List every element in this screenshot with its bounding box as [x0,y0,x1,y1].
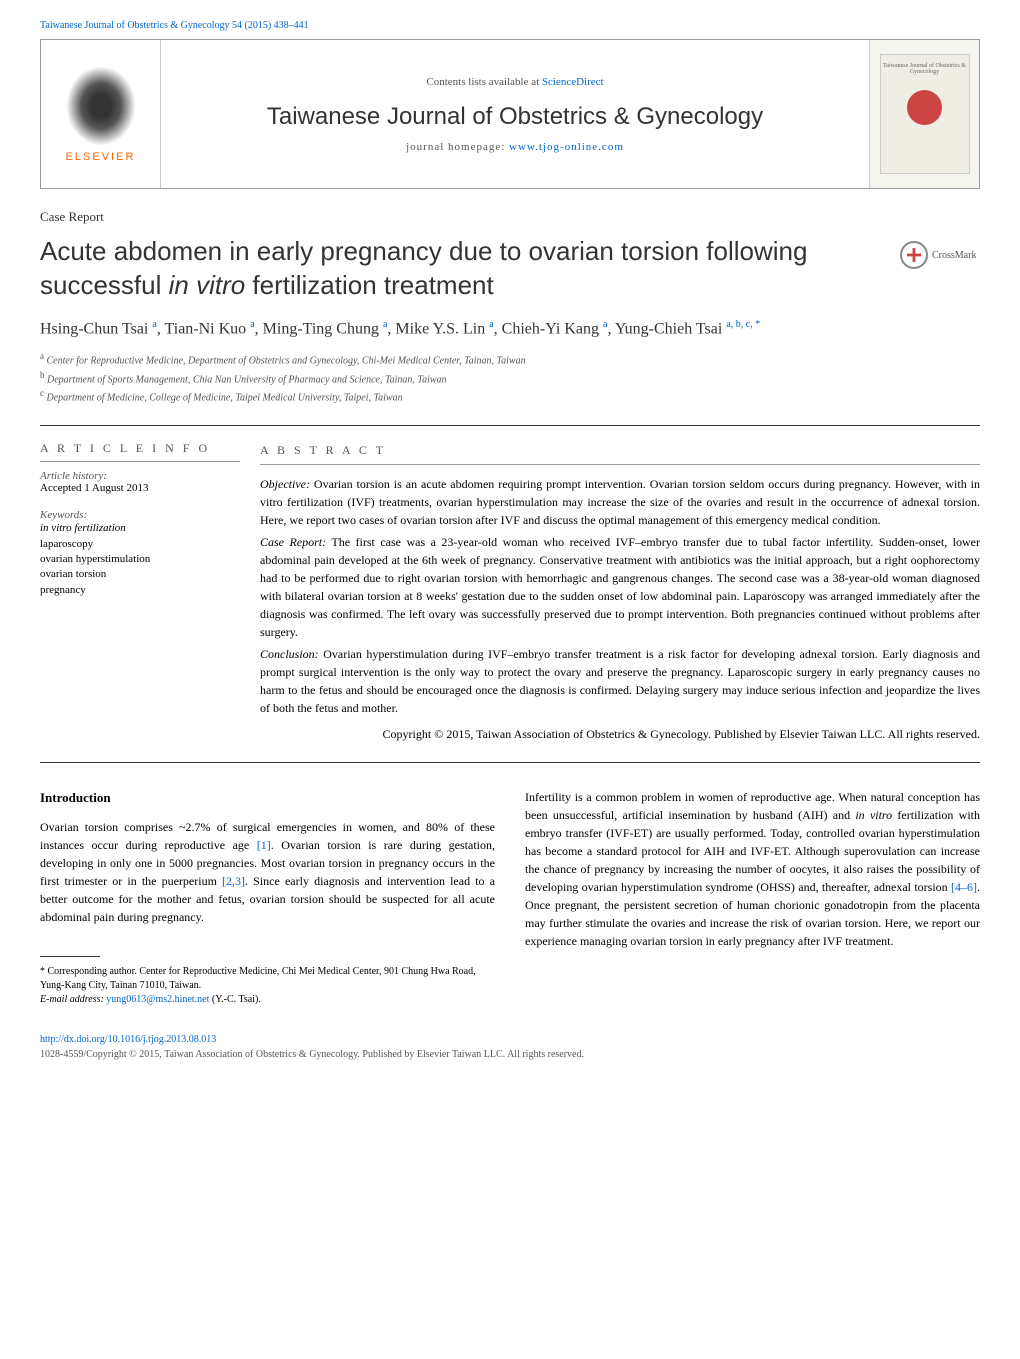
affiliation-c: c Department of Medicine, College of Med… [40,387,980,405]
title-line1: Acute abdomen in early pregnancy due to … [40,236,807,266]
history-value: Accepted 1 August 2013 [40,482,240,494]
corresponding-author-footnote: * Corresponding author. Center for Repro… [40,965,495,1007]
sciencedirect-link[interactable]: ScienceDirect [542,76,604,88]
column-left: Introduction Ovarian torsion comprises ~… [40,788,495,1007]
email-link[interactable]: yung0613@ms2.hinet.net [106,994,209,1005]
abstract-objective: Objective: Ovarian torsion is an acute a… [260,475,980,529]
journal-name: Taiwanese Journal of Obstetrics & Gyneco… [267,103,763,131]
case-lead: Case Report: [260,535,326,549]
article-history: Article history: Accepted 1 August 2013 [40,470,240,494]
affiliation-a: a Center for Reproductive Medicine, Depa… [40,350,980,368]
crossmark-label: CrossMark [932,250,976,261]
body-paragraph: Infertility is a common problem in women… [525,788,980,950]
cover-title-text: Taiwanese Journal of Obstetrics & Gyneco… [881,63,969,75]
abstract-case: Case Report: The first case was a 23-yea… [260,533,980,641]
case-text: The first case was a 23-year-old woman w… [260,535,980,639]
history-label: Article history: [40,470,240,482]
journal-citation: Taiwanese Journal of Obstetrics & Gyneco… [40,20,980,31]
homepage-prefix: journal homepage: [406,141,509,153]
page-footer: http://dx.doi.org/10.1016/j.tjog.2013.08… [40,1032,980,1062]
keyword: pregnancy [40,583,240,598]
citation-link[interactable]: [4–6] [951,880,977,894]
footer-copyright: 1028-4559/Copyright © 2015, Taiwan Assoc… [40,1047,980,1062]
corr-author-text: * Corresponding author. Center for Repro… [40,965,495,993]
publisher-block: ELSEVIER [41,40,161,188]
crossmark-icon [900,241,928,269]
title-line2-suffix: fertilization treatment [245,270,494,300]
conclusion-lead: Conclusion: [260,647,319,661]
publisher-name: ELSEVIER [66,151,136,163]
objective-lead: Objective: [260,477,310,491]
article-title: Acute abdomen in early pregnancy due to … [40,235,880,303]
affiliations: a Center for Reproductive Medicine, Depa… [40,350,980,405]
email-label: E-mail address: [40,994,106,1005]
citation-link[interactable]: [2,3] [222,874,245,888]
citation-link[interactable]: [1] [257,838,271,852]
title-line2-italic: in vitro [169,270,246,300]
intro-paragraph: Ovarian torsion comprises ~2.7% of surgi… [40,818,495,926]
email-suffix: (Y.-C. Tsai). [209,994,260,1005]
doi-link[interactable]: http://dx.doi.org/10.1016/j.tjog.2013.08… [40,1034,216,1045]
article-type: Case Report [40,209,980,225]
homepage-link[interactable]: www.tjog-online.com [509,141,624,153]
abstract-copyright: Copyright © 2015, Taiwan Association of … [260,725,980,743]
cover-thumbnail-block: Taiwanese Journal of Obstetrics & Gyneco… [869,40,979,188]
keywords-block: Keywords: in vitro fertilization laparos… [40,509,240,598]
journal-citation-link[interactable]: Taiwanese Journal of Obstetrics & Gyneco… [40,20,309,31]
crossmark-badge[interactable]: CrossMark [900,235,980,275]
title-line2-prefix: successful [40,270,169,300]
contents-prefix: Contents lists available at [426,76,541,88]
introduction-heading: Introduction [40,788,495,808]
homepage-line: journal homepage: www.tjog-online.com [406,141,624,153]
abstract-conclusion: Conclusion: Ovarian hyperstimulation dur… [260,645,980,717]
keyword: in vitro fertilization [40,521,240,536]
journal-header: ELSEVIER Contents lists available at Sci… [40,39,980,189]
contents-line: Contents lists available at ScienceDirec… [426,76,603,88]
authors-list: Hsing-Chun Tsai a, Tian-Ni Kuo a, Ming-T… [40,318,980,341]
email-line: E-mail address: yung0613@ms2.hinet.net (… [40,993,495,1007]
keyword: laparoscopy [40,537,240,552]
article-info-heading: A R T I C L E I N F O [40,441,240,462]
keywords-list: in vitro fertilization laparoscopy ovari… [40,521,240,598]
header-center: Contents lists available at ScienceDirec… [161,40,869,188]
keywords-label: Keywords: [40,509,240,521]
keyword: ovarian hyperstimulation [40,552,240,567]
affiliation-b: b Department of Sports Management, Chia … [40,369,980,387]
body-columns: Introduction Ovarian torsion comprises ~… [40,788,980,1007]
abstract: A B S T R A C T Objective: Ovarian torsi… [260,441,980,747]
column-right: Infertility is a common problem in women… [525,788,980,1007]
article-info: A R T I C L E I N F O Article history: A… [40,441,260,747]
cover-circle-icon [907,90,942,125]
conclusion-text: Ovarian hyperstimulation during IVF–embr… [260,647,980,715]
journal-cover-icon: Taiwanese Journal of Obstetrics & Gyneco… [880,54,970,174]
abstract-heading: A B S T R A C T [260,441,980,465]
objective-text: Ovarian torsion is an acute abdomen requ… [260,477,980,527]
keyword: ovarian torsion [40,567,240,582]
footnote-separator [40,956,100,957]
elsevier-tree-icon [66,66,136,146]
